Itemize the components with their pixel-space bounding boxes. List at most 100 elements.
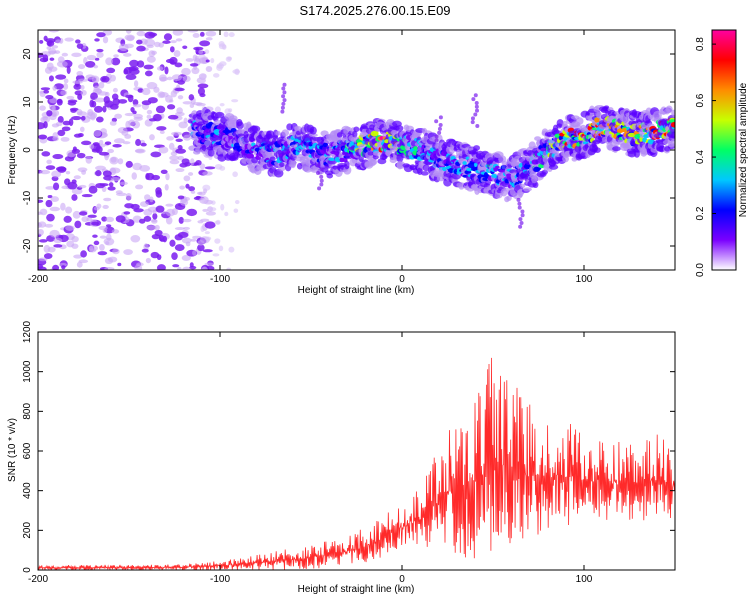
noise-blob — [53, 244, 63, 248]
noise-blob — [42, 116, 48, 121]
noise-blob — [110, 176, 121, 182]
noise-blob — [87, 214, 97, 218]
noise-blob — [80, 89, 87, 96]
y-tick-label: -20 — [22, 238, 33, 253]
noise-blob — [60, 202, 66, 211]
ridge-halo — [290, 159, 296, 169]
noise-blob — [80, 115, 86, 121]
noise-blob — [45, 199, 53, 208]
noise-blob — [182, 266, 191, 270]
noise-blob — [177, 155, 185, 161]
noise-blob — [96, 116, 104, 123]
noise-blob — [112, 248, 120, 255]
noise-blob — [72, 80, 83, 84]
noise-blob — [76, 152, 86, 159]
ridge-cell — [413, 146, 418, 151]
noise-blob — [61, 126, 71, 132]
streak-cell — [434, 134, 439, 139]
x-tick-label: -100 — [210, 274, 230, 285]
noise-blob — [65, 225, 75, 231]
noise-blob — [189, 262, 194, 268]
noise-blob — [95, 182, 106, 189]
noise-blob — [39, 40, 44, 44]
y-tick-label: 10 — [22, 96, 33, 108]
noise-blob — [105, 57, 114, 66]
x-tick-label: -200 — [28, 274, 48, 285]
noise-blob — [130, 235, 141, 243]
streak-cell — [282, 98, 287, 103]
noise-blob — [157, 91, 166, 99]
noise-blob — [103, 96, 110, 104]
noise-blob — [49, 229, 60, 238]
noise-blob — [93, 130, 102, 137]
noise-blob — [66, 95, 75, 100]
streak-cell — [317, 186, 322, 191]
noise-blob — [165, 95, 173, 103]
noise-blob — [214, 106, 221, 113]
noise-blob — [174, 62, 183, 68]
noise-blob — [38, 52, 44, 58]
noise-blob — [136, 30, 146, 37]
noise-blob — [118, 99, 128, 104]
noise-blob — [78, 184, 87, 189]
noise-blob — [66, 66, 71, 75]
noise-blob — [51, 170, 62, 178]
noise-blob — [53, 237, 63, 244]
noise-blob — [79, 126, 85, 133]
noise-blob — [135, 138, 142, 147]
noise-blob — [174, 87, 185, 92]
noise-blob — [144, 194, 151, 201]
noise-blob — [65, 170, 71, 175]
noise-blob — [93, 64, 99, 69]
noise-blob — [78, 64, 86, 70]
streak-cell — [434, 119, 439, 124]
ridge-cell — [462, 161, 467, 165]
noise-blob — [43, 35, 48, 42]
noise-blob — [158, 146, 169, 154]
noise-blob — [124, 112, 135, 117]
noise-blob — [91, 221, 100, 226]
noise-blob — [200, 225, 205, 232]
noise-blob — [38, 266, 47, 270]
noise-blob — [228, 246, 235, 253]
noise-blob — [202, 171, 213, 176]
ridge-halo — [596, 111, 602, 119]
noise-blob — [154, 41, 161, 48]
noise-blob — [38, 134, 48, 140]
noise-blob — [202, 184, 211, 191]
streak-cell — [281, 101, 286, 106]
noise-blob — [151, 233, 160, 240]
noise-blob — [123, 211, 131, 215]
noise-blob — [199, 93, 206, 98]
noise-blob — [112, 98, 120, 106]
colorbar-tick-label: 0.0 — [695, 263, 706, 277]
noise-blob — [190, 190, 196, 194]
noise-blob — [190, 158, 195, 166]
noise-blob — [72, 210, 81, 219]
noise-blob — [188, 172, 194, 176]
noise-blob — [54, 50, 61, 54]
noise-blob — [226, 267, 232, 270]
noise-blob — [38, 222, 43, 228]
streak-cell — [518, 217, 523, 222]
noise-blob — [93, 206, 100, 211]
noise-blob — [182, 75, 191, 82]
noise-blob — [146, 55, 156, 63]
x-tick-label: 0 — [399, 574, 405, 585]
noise-blob — [64, 37, 74, 42]
noise-blob — [119, 181, 128, 186]
spectrogram-y-label: Frequency (Hz) — [7, 116, 18, 185]
noise-blob — [202, 249, 213, 253]
noise-blob — [144, 38, 156, 47]
noise-blob — [90, 112, 96, 121]
noise-blob — [117, 158, 124, 165]
noise-blob — [146, 109, 153, 115]
ridge-halo — [352, 130, 358, 138]
noise-blob — [48, 66, 58, 72]
noise-blob — [103, 237, 115, 246]
y-tick-label: 0 — [22, 147, 33, 153]
ridge-cell — [473, 162, 479, 167]
noise-blob — [145, 173, 150, 180]
ridge-halo — [236, 121, 244, 130]
noise-blob — [46, 110, 53, 117]
